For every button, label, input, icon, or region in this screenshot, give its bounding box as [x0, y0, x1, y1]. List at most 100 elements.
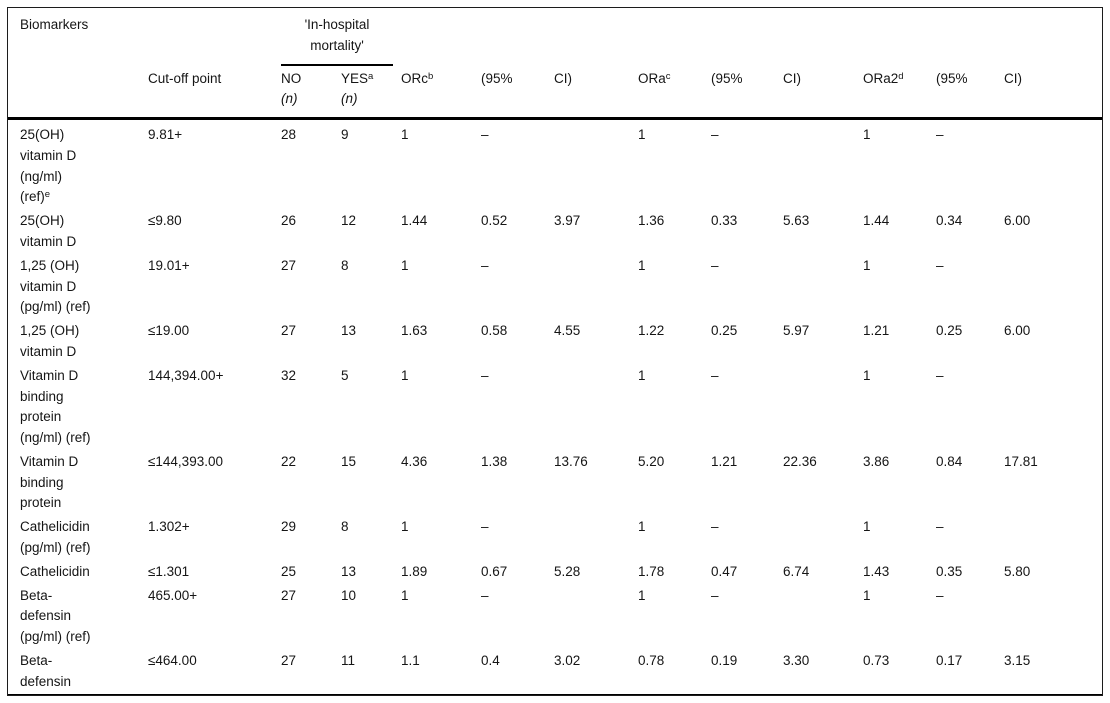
yes-n-cell: 11: [341, 652, 356, 668]
orc-ci-high-cell: 5.28: [554, 563, 581, 579]
orc-ci-low-cell: –: [481, 519, 489, 535]
ora-cell: 1.22: [638, 323, 665, 339]
ora2-cell: 1: [863, 519, 871, 535]
ora2-cell: 1.44: [863, 213, 890, 229]
column-header-ci-close: CI): [1004, 67, 1102, 121]
orc-cell: 1: [401, 257, 409, 273]
header-row-columns: Cut-off point NO (n) YESa (n) ORcb (95% CI…: [8, 67, 1102, 121]
orc-cell: 1.63: [401, 323, 428, 339]
ora2-ci-high-cell: [1004, 365, 1102, 451]
yes-n-cell: 8: [341, 519, 349, 535]
cutoff-cell: 465.00+: [148, 587, 198, 603]
cutoff-cell: 9.81+: [148, 127, 183, 143]
ora-ci-high-cell: [783, 585, 863, 650]
cutoff-cell: ≤464.00: [148, 652, 197, 668]
biomarker-name-cell: Cathelicidin (pg/ml) (ref): [20, 519, 91, 555]
table-row: 25(OH) vitamin D (ng/ml) (ref)e 9.81+ 28…: [8, 119, 1102, 211]
column-header-ora: ORac: [638, 67, 711, 121]
no-n-cell: 26: [281, 213, 297, 229]
ora2-ci-low-cell: 0.25: [936, 323, 963, 339]
table-row: Cathelicidin (pg/ml) (ref) 1.302+ 29 8 1…: [8, 516, 1102, 561]
table-row: 1,25 (OH) vitamin D ≤19.00 27 13 1.63 0.…: [8, 320, 1102, 365]
column-header-biomarkers: Biomarkers: [20, 17, 89, 32]
ora-ci-high-cell: 3.30: [783, 652, 810, 668]
ora-ci-low-cell: 0.25: [711, 323, 738, 339]
ora-cell: 1: [638, 519, 646, 535]
ora-ci-high-cell: [783, 119, 863, 211]
table-header: Biomarkers 'In-hospital mortality' Cut-of…: [8, 8, 1102, 121]
biomarker-name-cell: 1,25 (OH) vitamin D (pg/ml) (ref): [20, 257, 91, 315]
ora-ci-high-cell: [783, 255, 863, 320]
ora-ci-low-cell: –: [711, 519, 719, 535]
no-n-cell: 25: [281, 563, 297, 579]
no-n-cell: 27: [281, 323, 297, 339]
ora2-ci-high-cell: 6.00: [1004, 323, 1031, 339]
ora-ci-high-cell: 5.97: [783, 323, 810, 339]
biomarker-odds-ratio-table: Biomarkers 'In-hospital mortality' Cut-of…: [8, 8, 1102, 695]
orc-ci-high-cell: [554, 119, 638, 211]
ora2-ci-high-cell: 5.80: [1004, 563, 1031, 579]
table-row: Vitamin D binding protein (ng/ml) (ref) …: [8, 365, 1102, 451]
yes-n-cell: 8: [341, 257, 349, 273]
cutoff-cell: ≤1.301: [148, 563, 190, 579]
biomarker-name-cell: Vitamin D binding protein: [20, 453, 79, 511]
table-row: Vitamin D binding protein ≤144,393.00 22…: [8, 451, 1102, 516]
ora2-cell: 1: [863, 257, 871, 273]
ora-ci-low-cell: 1.21: [711, 453, 738, 469]
column-header-yes-n: YESa (n): [341, 67, 401, 121]
ora-cell: 1: [638, 257, 646, 273]
cutoff-cell: 19.01+: [148, 257, 190, 273]
ora-cell: 1: [638, 587, 646, 603]
ora2-ci-low-cell: –: [936, 127, 944, 143]
yes-n-cell: 15: [341, 453, 357, 469]
yes-n-cell: 5: [341, 367, 349, 383]
column-header-orc: ORcb: [401, 67, 481, 121]
no-n-cell: 32: [281, 367, 297, 383]
ora2-ci-low-cell: –: [936, 257, 944, 273]
cutoff-cell: 1.302+: [148, 519, 190, 535]
biomarker-name-cell: 25(OH) vitamin D: [20, 213, 77, 250]
orc-cell: 1: [401, 127, 409, 143]
table-frame: Biomarkers 'In-hospital mortality' Cut-of…: [7, 7, 1103, 696]
orc-cell: 4.36: [401, 453, 428, 469]
ora2-ci-high-cell: [1004, 119, 1102, 211]
orc-ci-high-cell: 13.76: [554, 453, 588, 469]
biomarker-name-cell: Beta-defensin: [20, 652, 72, 689]
ora-ci-low-cell: 0.33: [711, 213, 738, 229]
orc-cell: 1.1: [401, 652, 420, 668]
ora-cell: 5.20: [638, 453, 665, 469]
ora2-cell: 0.73: [863, 652, 890, 668]
cutoff-cell: 144,394.00+: [148, 367, 224, 383]
table-row: 25(OH) vitamin D ≤9.80 26 12 1.44 0.52 3…: [8, 210, 1102, 255]
orc-ci-low-cell: 0.52: [481, 213, 508, 229]
table-row: Cathelicidin ≤1.301 25 13 1.89 0.67 5.28…: [8, 561, 1102, 585]
group-header-label: 'In-hospital mortality': [281, 15, 393, 66]
orc-cell: 1.89: [401, 563, 428, 579]
orc-ci-low-cell: –: [481, 587, 489, 603]
biomarker-name-cell: Beta-defensin (pg/ml) (ref): [20, 587, 91, 645]
ora-cell: 1.78: [638, 563, 665, 579]
orc-ci-low-cell: –: [481, 127, 489, 143]
ora2-ci-low-cell: –: [936, 587, 944, 603]
table-row: Beta-defensin (pg/ml) (ref) 465.00+ 27 1…: [8, 585, 1102, 650]
header-spacer: [8, 67, 148, 121]
ora-ci-low-cell: –: [711, 587, 719, 603]
no-n-cell: 27: [281, 652, 297, 668]
header-row-group: Biomarkers 'In-hospital mortality': [8, 8, 1102, 68]
ora2-ci-low-cell: 0.35: [936, 563, 963, 579]
column-header-ora2: ORa2d: [863, 67, 936, 121]
ora2-cell: 1: [863, 587, 871, 603]
ora2-ci-high-cell: 3.15: [1004, 652, 1031, 668]
table-body: 25(OH) vitamin D (ng/ml) (ref)e 9.81+ 28…: [8, 119, 1102, 695]
column-header-ci-close: CI): [783, 67, 863, 121]
cutoff-cell: ≤9.80: [148, 213, 182, 229]
biomarker-name-cell: Vitamin D binding protein (ng/ml) (ref): [20, 367, 91, 446]
ora2-ci-low-cell: 0.34: [936, 213, 963, 229]
ora2-ci-low-cell: –: [936, 519, 944, 535]
ora2-cell: 1: [863, 367, 871, 383]
orc-ci-high-cell: 3.02: [554, 652, 581, 668]
table-row: 1,25 (OH) vitamin D (pg/ml) (ref) 19.01+…: [8, 255, 1102, 320]
ora2-cell: 1.21: [863, 323, 890, 339]
biomarker-name-cell: Cathelicidin: [20, 563, 90, 579]
orc-ci-low-cell: 0.4: [481, 652, 500, 668]
